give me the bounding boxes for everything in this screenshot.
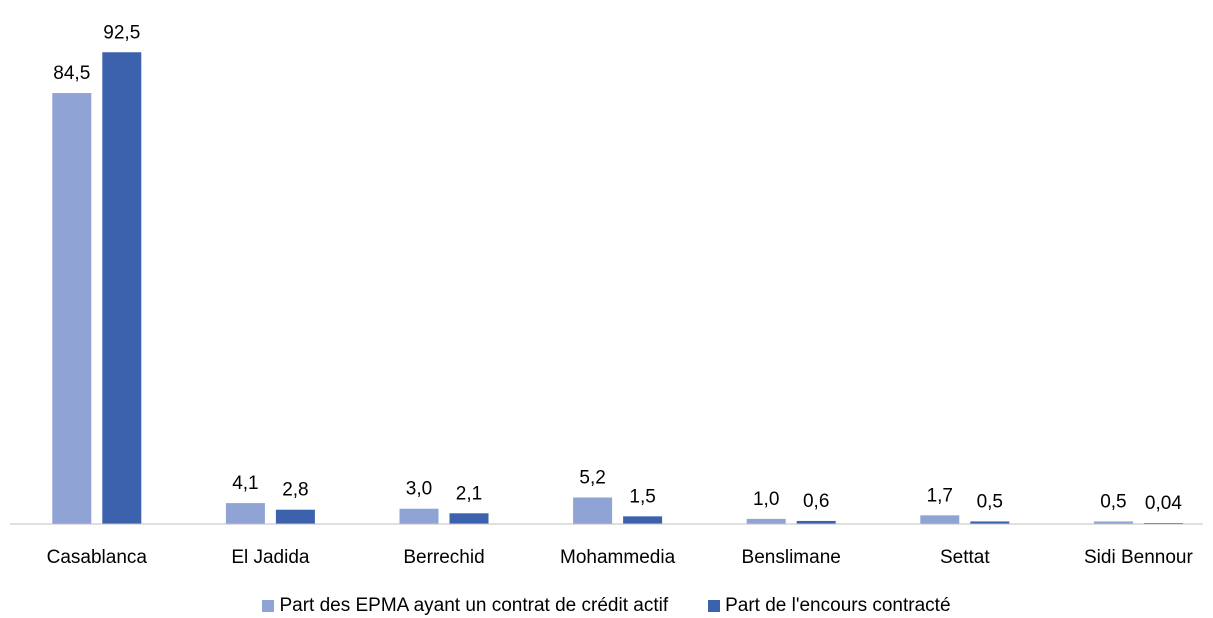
legend-swatch-encours [708,600,721,612]
category-label-mohammedia: Mohammedia [560,547,676,568]
bar-sidi-bennour-series-1 [1093,521,1133,524]
legend-swatch-epma [262,600,275,612]
category-label-sidi-bennour: Sidi Bennour [1084,547,1193,568]
data-label-benslimane-series-2: 0,6 [803,491,829,512]
category-label-berrechid: Berrechid [403,547,484,568]
bar-berrechid-series-1 [399,508,439,524]
data-label-el-jadida-series-1: 4,1 [232,473,258,494]
data-label-berrechid-series-1: 3,0 [406,479,432,500]
bar-benslimane-series-2 [796,520,836,524]
category-label-benslimane: Benslimane [742,547,841,568]
data-label-casablanca-series-1: 84,5 [53,63,90,84]
data-label-benslimane-series-1: 1,0 [753,489,779,510]
data-label-mohammedia-series-1: 5,2 [579,467,605,488]
bar-settat-series-1 [920,515,960,524]
legend-item-epma: Part des EPMA ayant un contrat de crédit… [262,594,668,618]
data-label-settat-series-1: 1,7 [927,485,953,506]
bar-mohammedia-series-2 [623,516,663,524]
data-labels-group: 84,5 92,5 4,1 2,8 3,0 2,1 5,2 1,5 1,0 0,6 1,7 0,5 0,… [53,22,1182,514]
bar-casablanca-series-2 [102,52,142,524]
data-label-sidi-bennour-series-2: 0,04 [1145,493,1182,514]
category-label-settat: Settat [940,547,990,568]
bar-casablanca-series-1 [52,93,92,525]
data-label-el-jadida-series-2: 2,8 [282,480,308,501]
data-label-berrechid-series-2: 2,1 [456,483,482,504]
bar-settat-series-2 [970,521,1010,524]
data-label-sidi-bennour-series-1: 0,5 [1100,491,1126,512]
bar-benslimane-series-1 [746,518,786,524]
bar-chart: 84,5 92,5 4,1 2,8 3,0 2,1 5,2 1,5 1,0 0,6 1,7 0,5 0,… [10,22,1203,568]
legend: Part des EPMA ayant un contrat de crédit… [0,594,1213,618]
category-label-casablanca: Casablanca [47,547,148,568]
legend-label-encours: Part de l'encours contracté [725,595,951,616]
bar-mohammedia-series-1 [573,497,613,524]
bars-group [52,52,1183,525]
data-label-casablanca-series-2: 92,5 [103,22,140,43]
legend-label-epma: Part des EPMA ayant un contrat de crédit… [279,595,669,616]
data-label-mohammedia-series-2: 1,5 [629,486,655,507]
legend-item-encours: Part de l'encours contracté [708,594,951,618]
category-label-el-jadida: El Jadida [231,547,310,568]
category-labels-group: Casablanca El Jadida Berrechid Mohammedia Be… [47,547,1194,568]
bar-berrechid-series-2 [449,513,489,524]
data-label-settat-series-2: 0,5 [977,491,1003,512]
bar-el-jadida-series-2 [275,509,315,524]
bar-el-jadida-series-1 [225,503,265,524]
